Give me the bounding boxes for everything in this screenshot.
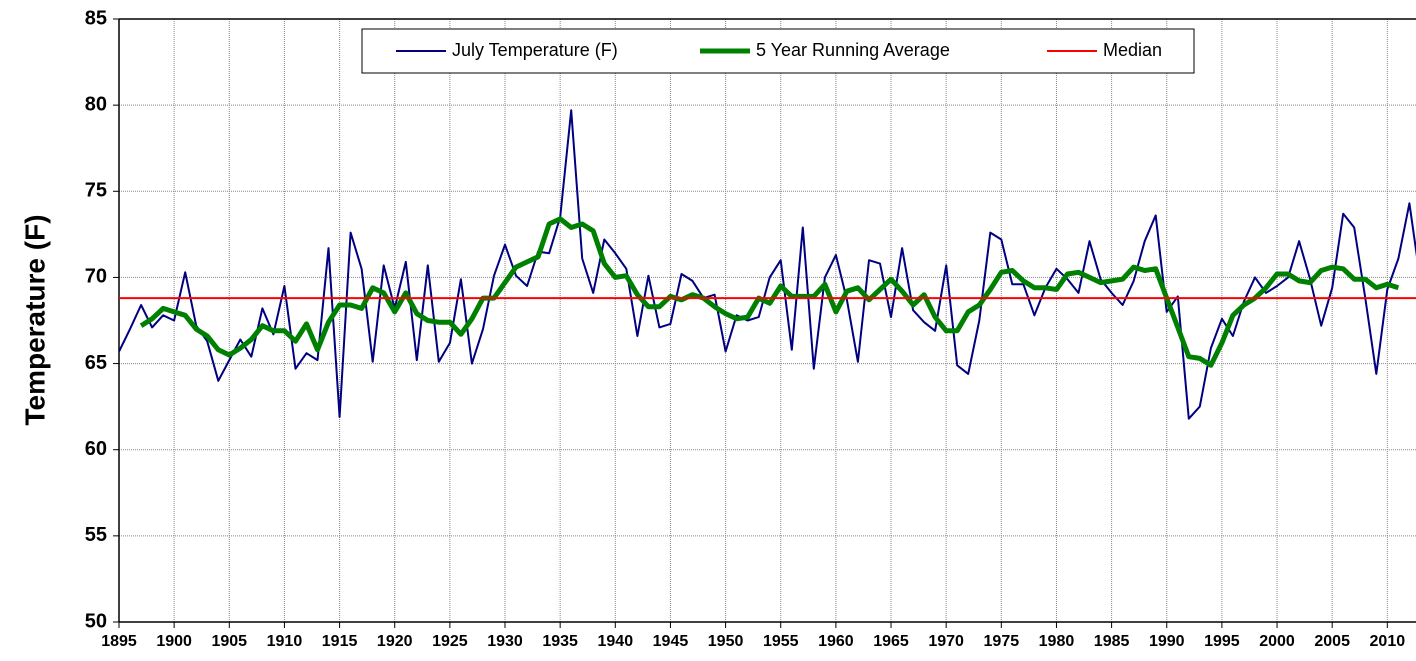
legend-box <box>361 28 1195 74</box>
x-tick-label: 1990 <box>1149 633 1185 650</box>
series-line <box>139 216 1400 368</box>
x-tick-label: 2010 <box>1370 633 1406 650</box>
x-tick-label: 1945 <box>653 633 689 650</box>
x-tick-label: 1955 <box>763 633 799 650</box>
legend-label: July Temperature (F) <box>452 40 618 60</box>
x-tick-label: 1940 <box>598 633 634 650</box>
x-tick-label: 1930 <box>487 633 523 650</box>
x-tick-label: 1920 <box>377 633 413 650</box>
x-tick-label: 1965 <box>873 633 909 650</box>
x-tick-label: 1905 <box>211 633 247 650</box>
x-tick-label: 1935 <box>542 633 578 650</box>
y-tick-label: 65 <box>85 352 107 374</box>
y-tick-label: 50 <box>85 610 107 632</box>
x-tick-label: 1900 <box>156 633 192 650</box>
x-tick-label: 1985 <box>1094 633 1130 650</box>
x-tick-label: 2000 <box>1259 633 1295 650</box>
x-tick-label: 1910 <box>267 633 303 650</box>
legend-label: Median <box>1103 40 1162 60</box>
y-tick-label: 75 <box>85 180 107 202</box>
series-line <box>119 109 1416 420</box>
y-tick-label: 80 <box>85 93 107 115</box>
legend-label: 5 Year Running Average <box>756 40 950 60</box>
x-tick-label: 2005 <box>1314 633 1350 650</box>
y-axis-label: Temperature (F) <box>19 214 50 425</box>
x-tick-label: 1925 <box>432 633 468 650</box>
x-tick-label: 1950 <box>708 633 744 650</box>
x-tick-label: 1895 <box>101 633 137 650</box>
x-tick-label: 1970 <box>928 633 964 650</box>
x-tick-label: 1995 <box>1204 633 1240 650</box>
plot-lines <box>119 109 1416 420</box>
x-tick-label: 1975 <box>984 633 1020 650</box>
x-tick-label: 1980 <box>1039 633 1075 650</box>
x-tick-label: 1960 <box>818 633 854 650</box>
y-tick-label: 85 <box>85 7 107 29</box>
x-tick-label: 1915 <box>322 633 358 650</box>
plot-area <box>119 19 1416 622</box>
y-tick-label: 70 <box>85 266 107 288</box>
y-tick-label: 55 <box>85 524 107 546</box>
y-tick-label: 60 <box>85 438 107 460</box>
